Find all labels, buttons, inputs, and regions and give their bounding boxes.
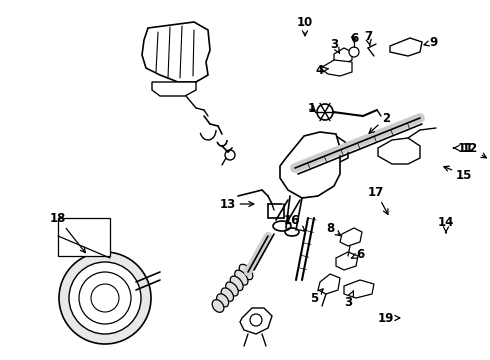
Text: 15: 15 — [444, 166, 472, 181]
Polygon shape — [290, 140, 338, 170]
Polygon shape — [344, 280, 374, 298]
Ellipse shape — [317, 104, 333, 120]
Text: 1: 1 — [308, 102, 316, 114]
Text: 2: 2 — [369, 112, 390, 133]
Text: 6: 6 — [350, 32, 358, 45]
Text: 14: 14 — [438, 216, 454, 233]
Polygon shape — [318, 274, 340, 294]
Polygon shape — [280, 132, 340, 198]
Polygon shape — [310, 136, 348, 164]
Bar — [58, 218, 110, 256]
Polygon shape — [152, 82, 196, 96]
Ellipse shape — [212, 300, 224, 312]
Ellipse shape — [221, 288, 233, 301]
Polygon shape — [142, 22, 210, 82]
Text: 18: 18 — [50, 212, 85, 253]
Text: 7: 7 — [364, 30, 372, 45]
Ellipse shape — [217, 294, 229, 307]
Ellipse shape — [349, 47, 359, 57]
Polygon shape — [340, 228, 362, 246]
Text: 12: 12 — [462, 141, 487, 158]
Text: 19: 19 — [378, 311, 400, 324]
Polygon shape — [334, 48, 352, 64]
Text: 10: 10 — [297, 15, 313, 36]
Text: 4: 4 — [316, 63, 328, 77]
Polygon shape — [240, 308, 272, 334]
Text: 17: 17 — [368, 185, 388, 214]
Text: 6: 6 — [351, 248, 364, 261]
Ellipse shape — [250, 314, 262, 326]
Text: 3: 3 — [344, 291, 353, 309]
Ellipse shape — [59, 252, 151, 344]
Polygon shape — [320, 60, 352, 76]
Ellipse shape — [225, 150, 235, 160]
Text: 3: 3 — [330, 37, 340, 53]
Text: 13: 13 — [220, 198, 254, 211]
Ellipse shape — [69, 262, 141, 334]
Polygon shape — [390, 38, 422, 56]
Polygon shape — [378, 138, 420, 164]
Polygon shape — [336, 252, 358, 270]
Ellipse shape — [235, 270, 248, 285]
Ellipse shape — [239, 264, 253, 280]
Text: 11: 11 — [454, 141, 474, 154]
Text: 9: 9 — [424, 36, 438, 49]
Text: 16: 16 — [284, 213, 305, 231]
Ellipse shape — [230, 276, 243, 291]
Text: 5: 5 — [310, 289, 323, 305]
Text: 8: 8 — [326, 221, 341, 235]
Ellipse shape — [226, 282, 238, 296]
